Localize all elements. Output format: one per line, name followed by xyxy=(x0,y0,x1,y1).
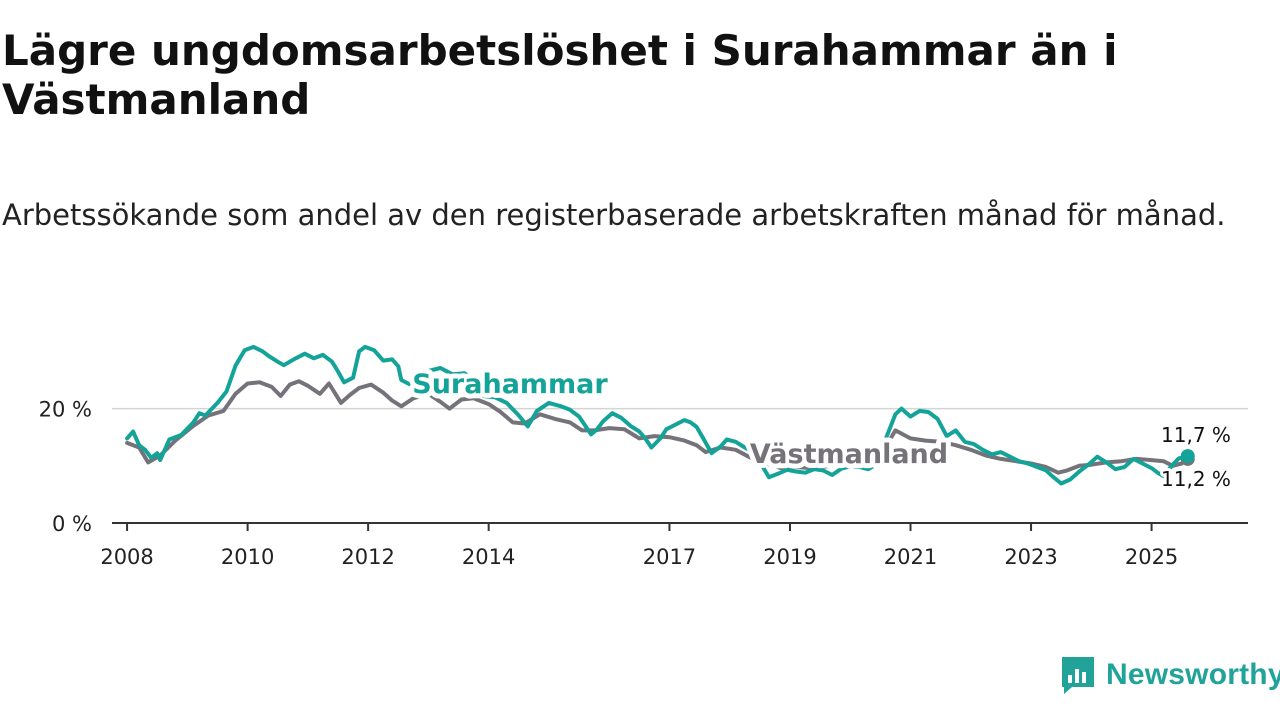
axis-layer xyxy=(112,522,1248,531)
x-tick-label: 2019 xyxy=(763,545,816,569)
series-layer xyxy=(125,344,1195,486)
newsworthy-logo-icon xyxy=(1062,657,1094,694)
end-value-label-surahammar: 11,7 % xyxy=(1161,423,1231,447)
chart-title: Lägre ungdomsarbetslöshet i Surahammar ä… xyxy=(2,26,1118,124)
y-tick-label: 20 % xyxy=(39,398,92,422)
series-label-surahammar: Surahammar xyxy=(412,369,608,400)
x-tick-label: 2025 xyxy=(1125,545,1178,569)
x-tick-label: 2008 xyxy=(100,545,153,569)
series-label-halo: Västmanland xyxy=(750,439,948,470)
series-line-surahammar xyxy=(125,344,1190,486)
y-tick-label: 0 % xyxy=(52,512,92,536)
end-value-label-västmanland: 11,2 % xyxy=(1161,467,1231,491)
x-tick-label: 2014 xyxy=(462,545,515,569)
label-layer: 0 % 20 % 2008 2010 2012 2014 2017 2019 2021 2023 2… xyxy=(39,364,1234,569)
x-tick-label: 2017 xyxy=(643,545,696,569)
series-label-västmanland: Västmanland xyxy=(750,439,948,470)
x-tick-label: 2021 xyxy=(884,545,937,569)
series-line-västmanland xyxy=(125,379,1190,475)
newsworthy-logo-text: Newsworthy xyxy=(1106,658,1280,691)
x-tick-label: 2010 xyxy=(221,545,274,569)
chart-subtitle: Arbetssökande som andel av den registerb… xyxy=(2,198,1226,232)
series-label-halo: Surahammar xyxy=(412,369,608,400)
end-value-label-halo: 11,2 % xyxy=(1161,467,1231,491)
x-tick-label: 2012 xyxy=(341,545,394,569)
end-value-label-halo: 11,7 % xyxy=(1161,423,1231,447)
series-endpoint-surahammar xyxy=(1180,449,1195,464)
x-tick-label: 2023 xyxy=(1004,545,1057,569)
newsworthy-logo[interactable]: Newsworthy xyxy=(1060,655,1280,695)
